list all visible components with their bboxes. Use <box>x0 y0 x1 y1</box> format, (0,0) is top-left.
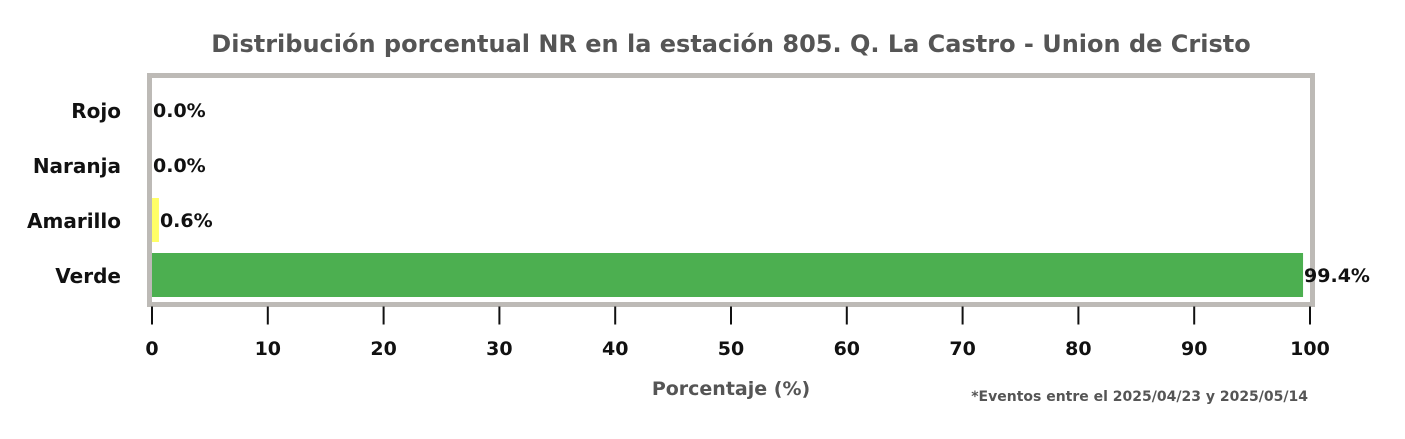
x-tick-label-30: 30 <box>486 338 512 360</box>
chart-title: Distribución porcentual NR en la estació… <box>211 30 1250 58</box>
bar-amarillo <box>152 198 159 242</box>
data-label-naranja: 0.0% <box>153 155 206 177</box>
plot-frame <box>147 73 1315 307</box>
bar-verde <box>152 253 1304 297</box>
category-label-verde: Verde <box>55 264 121 288</box>
x-tick-label-50: 50 <box>718 338 744 360</box>
bars-layer <box>152 198 1304 297</box>
data-label-verde: 99.4% <box>1304 265 1370 287</box>
data-label-rojo: 0.0% <box>153 100 206 122</box>
category-label-rojo: Rojo <box>71 99 121 123</box>
x-tick-label-60: 60 <box>834 338 860 360</box>
category-label-naranja: Naranja <box>33 154 121 178</box>
x-axis: 0 10 20 30 40 50 60 70 80 90 100 <box>145 306 1330 360</box>
x-tick-label-70: 70 <box>949 338 975 360</box>
x-tick-label-0: 0 <box>145 338 158 360</box>
x-axis-title: Porcentaje (%) <box>652 378 810 400</box>
x-tick-label-20: 20 <box>370 338 396 360</box>
data-labels: 0.0% 0.0% 0.6% 99.4% <box>153 100 1370 287</box>
x-tick-label-100: 100 <box>1290 338 1330 360</box>
x-tick-label-40: 40 <box>602 338 628 360</box>
x-tick-label-10: 10 <box>255 338 281 360</box>
category-label-amarillo: Amarillo <box>27 209 121 233</box>
x-tick-label-80: 80 <box>1065 338 1091 360</box>
x-tick-label-90: 90 <box>1181 338 1207 360</box>
data-label-amarillo: 0.6% <box>160 210 213 232</box>
y-axis: Rojo Naranja Amarillo Verde <box>27 99 121 288</box>
footnote: *Eventos entre el 2025/04/23 y 2025/05/1… <box>971 389 1308 405</box>
